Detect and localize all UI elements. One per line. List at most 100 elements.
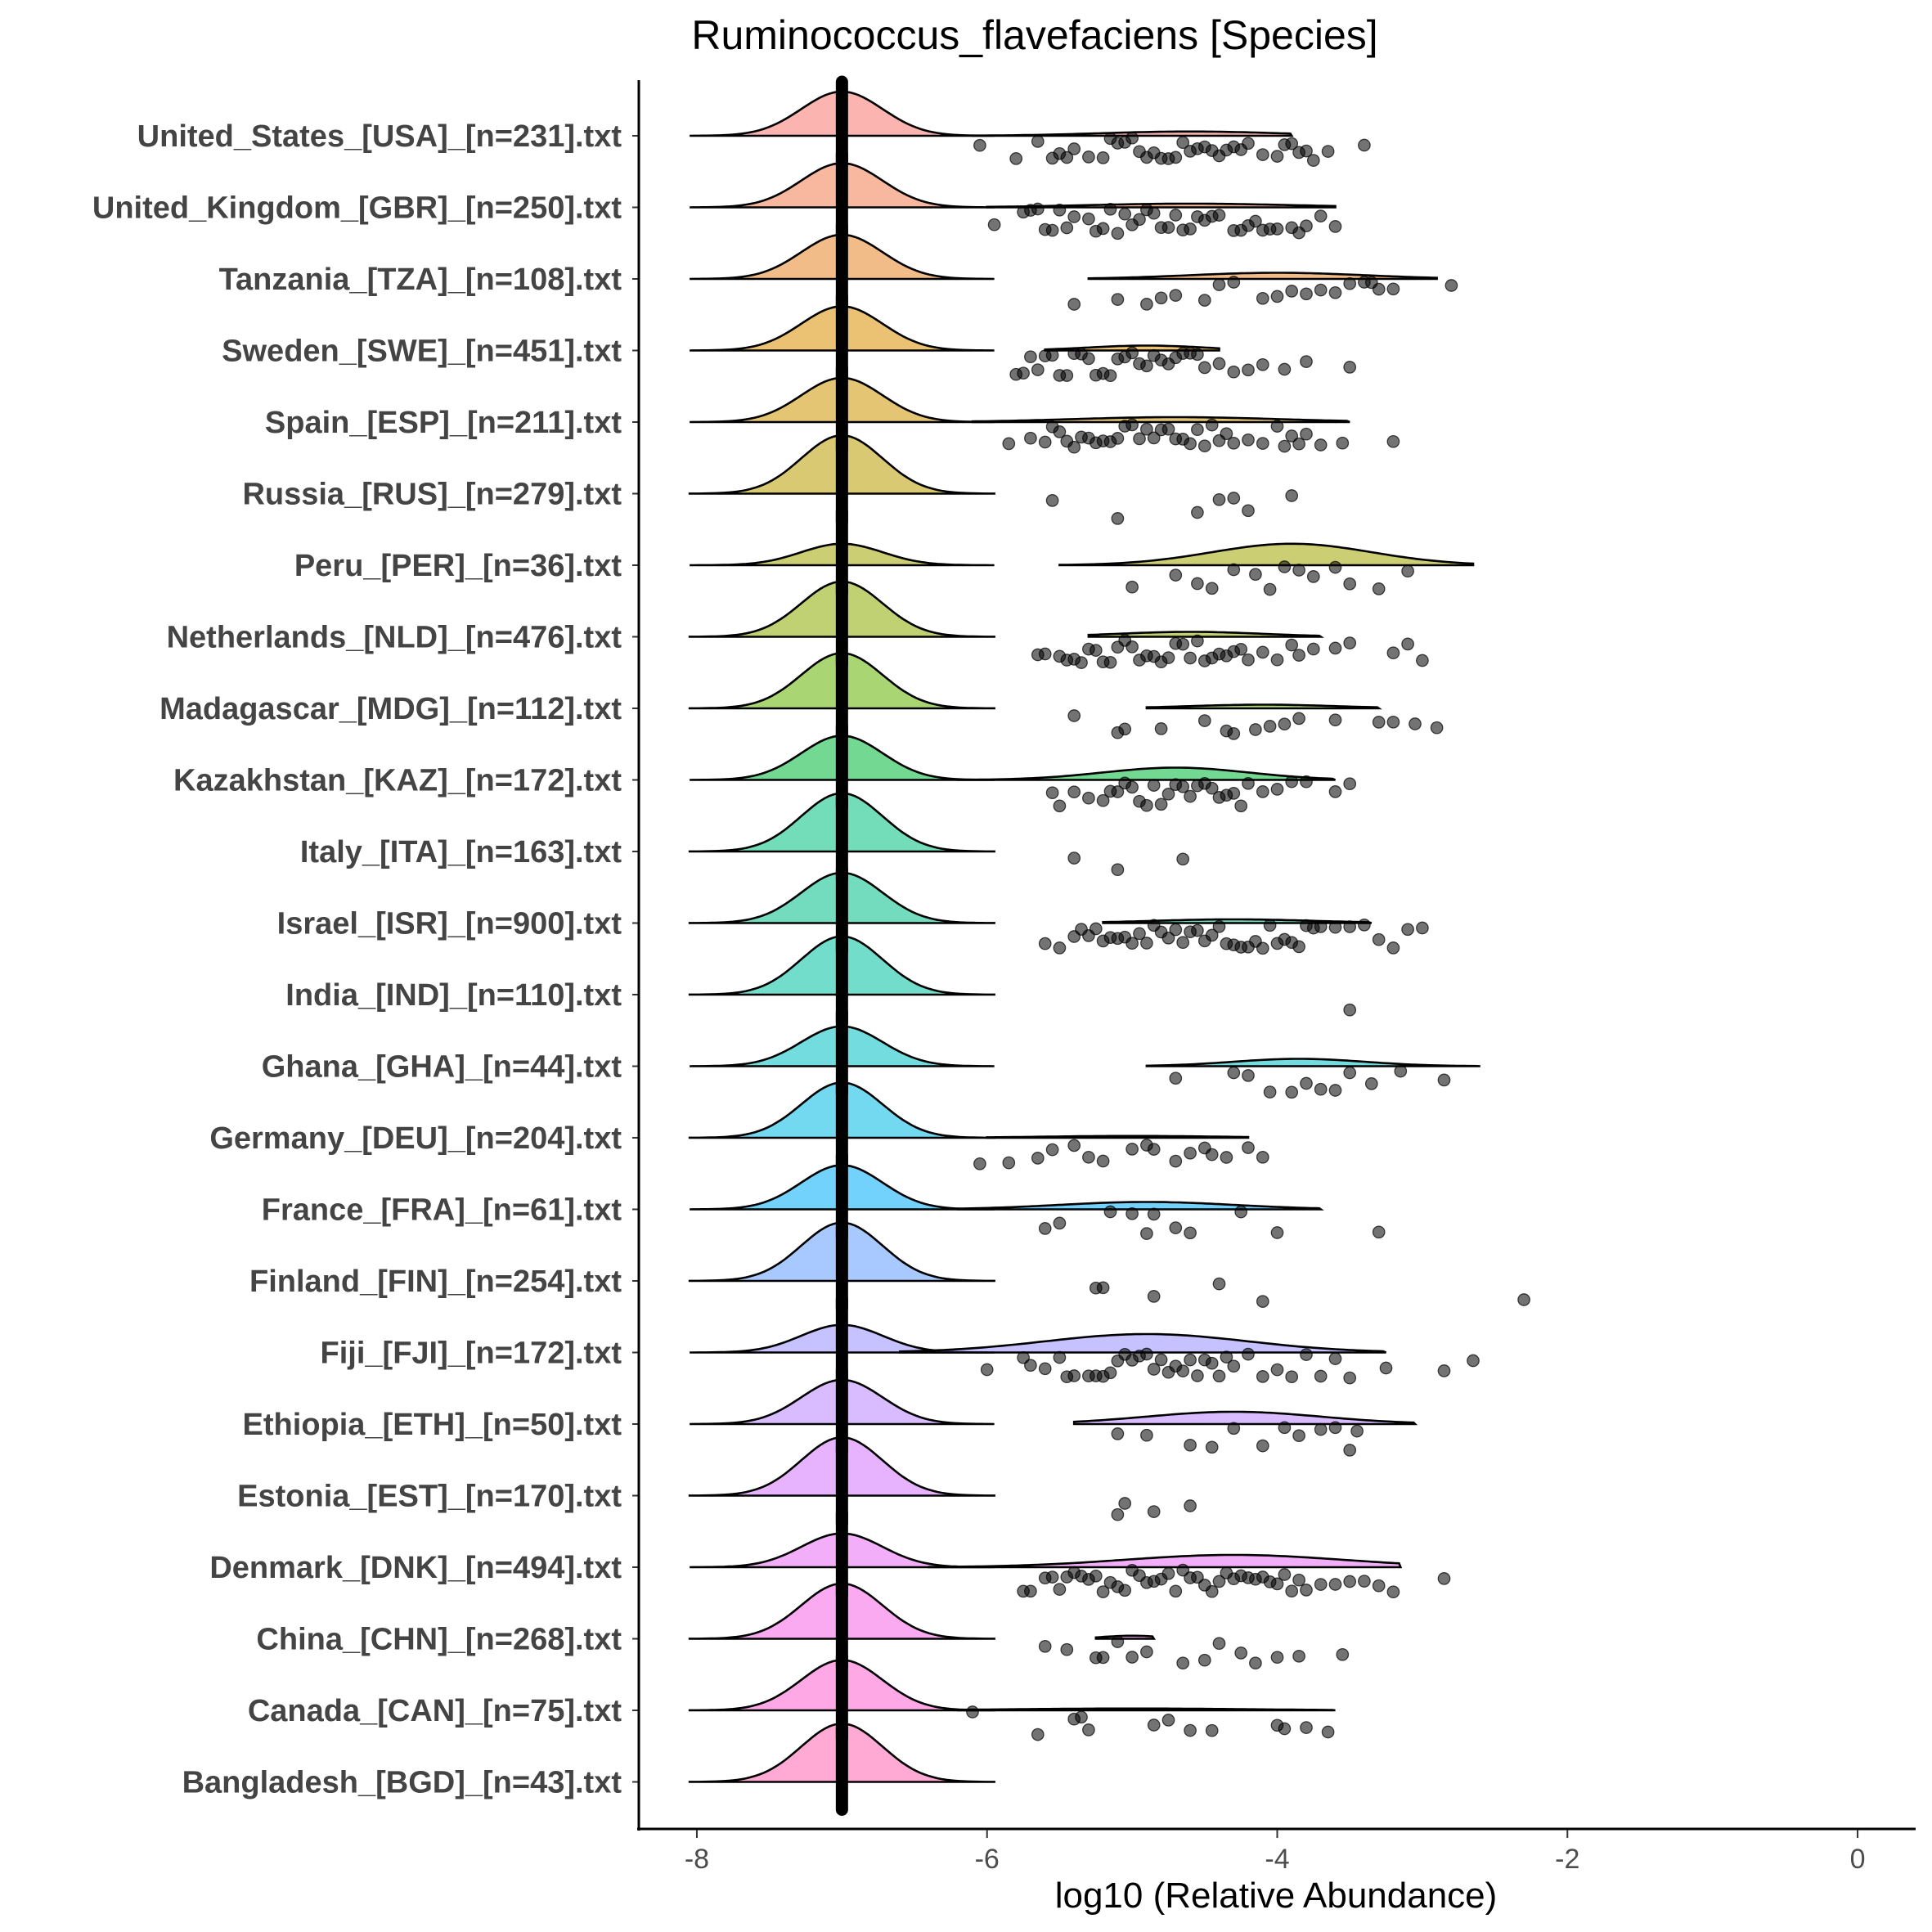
data-point: [1191, 1369, 1204, 1382]
data-point: [1103, 655, 1117, 669]
data-point: [1256, 785, 1269, 798]
data-point: [1205, 1584, 1219, 1598]
data-point: [1358, 918, 1371, 932]
density-abundance-peak: [928, 1553, 1403, 1569]
data-point: [1154, 291, 1168, 305]
data-point: [1176, 136, 1190, 150]
data-point: [1169, 1154, 1183, 1168]
x-tick-label: 0: [1850, 1844, 1866, 1875]
x-tick-label: -6: [975, 1844, 1000, 1875]
data-point: [1169, 209, 1183, 222]
ridge-row: [688, 863, 1429, 957]
data-point: [1430, 721, 1444, 735]
data-point: [1263, 720, 1277, 733]
data-point: [1256, 1150, 1269, 1164]
data-point: [1191, 634, 1204, 648]
data-point: [1300, 1584, 1313, 1597]
data-point: [1191, 423, 1204, 437]
data-point: [1161, 221, 1175, 234]
data-point: [1256, 148, 1269, 161]
data-point: [1169, 151, 1183, 164]
data-point: [1147, 1207, 1161, 1221]
ridge-row: [688, 1077, 1269, 1172]
data-point: [1227, 787, 1241, 800]
ridge-row: [688, 791, 1190, 886]
data-point: [1147, 1143, 1161, 1156]
data-point: [1089, 922, 1103, 936]
data-point: [1212, 492, 1226, 506]
data-point: [1031, 135, 1045, 148]
data-point: [1285, 1370, 1299, 1384]
y-tick-label: Tanzania_[TZA]_[n=108].txt: [219, 263, 622, 297]
data-point: [1067, 1139, 1081, 1152]
data-point: [1103, 1366, 1117, 1380]
density-abundance-peak: [899, 1332, 1387, 1354]
data-point: [1103, 202, 1117, 216]
data-point: [1184, 1146, 1197, 1160]
data-point: [1270, 290, 1284, 303]
data-point: [1242, 363, 1255, 377]
data-point: [1314, 1422, 1328, 1436]
ridge-row: [690, 505, 1475, 600]
data-point: [1169, 1221, 1183, 1234]
data-point: [1372, 716, 1386, 729]
data-point: [1270, 1226, 1284, 1239]
data-point: [1336, 436, 1350, 450]
y-tick-label: Denmark_[DNK]_[n=494].txt: [209, 1551, 622, 1585]
data-point: [1184, 1438, 1197, 1452]
data-point: [1060, 221, 1074, 235]
data-point: [1292, 712, 1305, 726]
data-point: [1394, 1064, 1408, 1078]
data-point: [1278, 717, 1292, 731]
density-abundance-peak: [1072, 1410, 1418, 1426]
data-point: [1212, 1637, 1226, 1651]
data-point: [1031, 363, 1045, 376]
x-tick-label: -2: [1555, 1844, 1579, 1875]
data-point: [1024, 1584, 1037, 1598]
x-axis-label: log10 (Relative Abundance): [1055, 1876, 1498, 1916]
data-point: [1176, 936, 1190, 950]
data-point: [1111, 1427, 1125, 1440]
data-point: [1401, 637, 1414, 651]
data-point: [1343, 1575, 1357, 1588]
data-point: [1067, 709, 1081, 722]
data-point: [1227, 1066, 1241, 1080]
data-point: [1212, 278, 1226, 291]
data-point: [1161, 787, 1175, 801]
data-point: [1184, 651, 1197, 665]
data-point: [1343, 920, 1357, 933]
data-point: [1082, 151, 1095, 164]
data-point: [1300, 1721, 1313, 1734]
data-point: [1126, 780, 1139, 794]
y-tick-label: India_[IND]_[n=110].txt: [285, 978, 622, 1013]
data-point: [1234, 1647, 1248, 1660]
y-tick-label: Sweden_[SWE]_[n=451].txt: [222, 335, 622, 369]
data-point: [973, 1157, 986, 1170]
data-point: [1343, 1371, 1357, 1385]
data-point: [1336, 1647, 1350, 1661]
data-point: [1096, 151, 1110, 164]
data-point: [1111, 432, 1125, 445]
data-point: [1111, 227, 1125, 240]
y-tick-labels: Bangladesh_[BGD]_[n=43].txt Canada_[CAN]_…: [92, 119, 639, 1800]
ridge-row: [688, 1579, 1350, 1673]
density-abundance-peak: [957, 1707, 1336, 1712]
data-point: [1096, 1585, 1110, 1598]
data-point: [1220, 427, 1233, 441]
data-point: [1227, 727, 1241, 740]
data-point: [1038, 1639, 1052, 1653]
data-point: [1242, 504, 1255, 518]
data-point: [1031, 202, 1045, 216]
data-point: [1147, 431, 1161, 445]
data-point: [1082, 212, 1095, 226]
y-tick-label: Kazakhstan_[KAZ]_[n=172].txt: [173, 764, 622, 798]
data-point: [1242, 1069, 1255, 1082]
data-point: [1096, 1154, 1110, 1168]
y-tick-label: Spain_[ESP]_[n=211].txt: [265, 406, 622, 440]
data-point: [1386, 434, 1400, 448]
data-point: [1212, 209, 1226, 222]
data-point: [1328, 920, 1342, 934]
data-point: [1227, 563, 1241, 577]
y-tick-label: Peru_[PER]_[n=36].txt: [294, 549, 622, 583]
data-point: [1053, 425, 1067, 438]
